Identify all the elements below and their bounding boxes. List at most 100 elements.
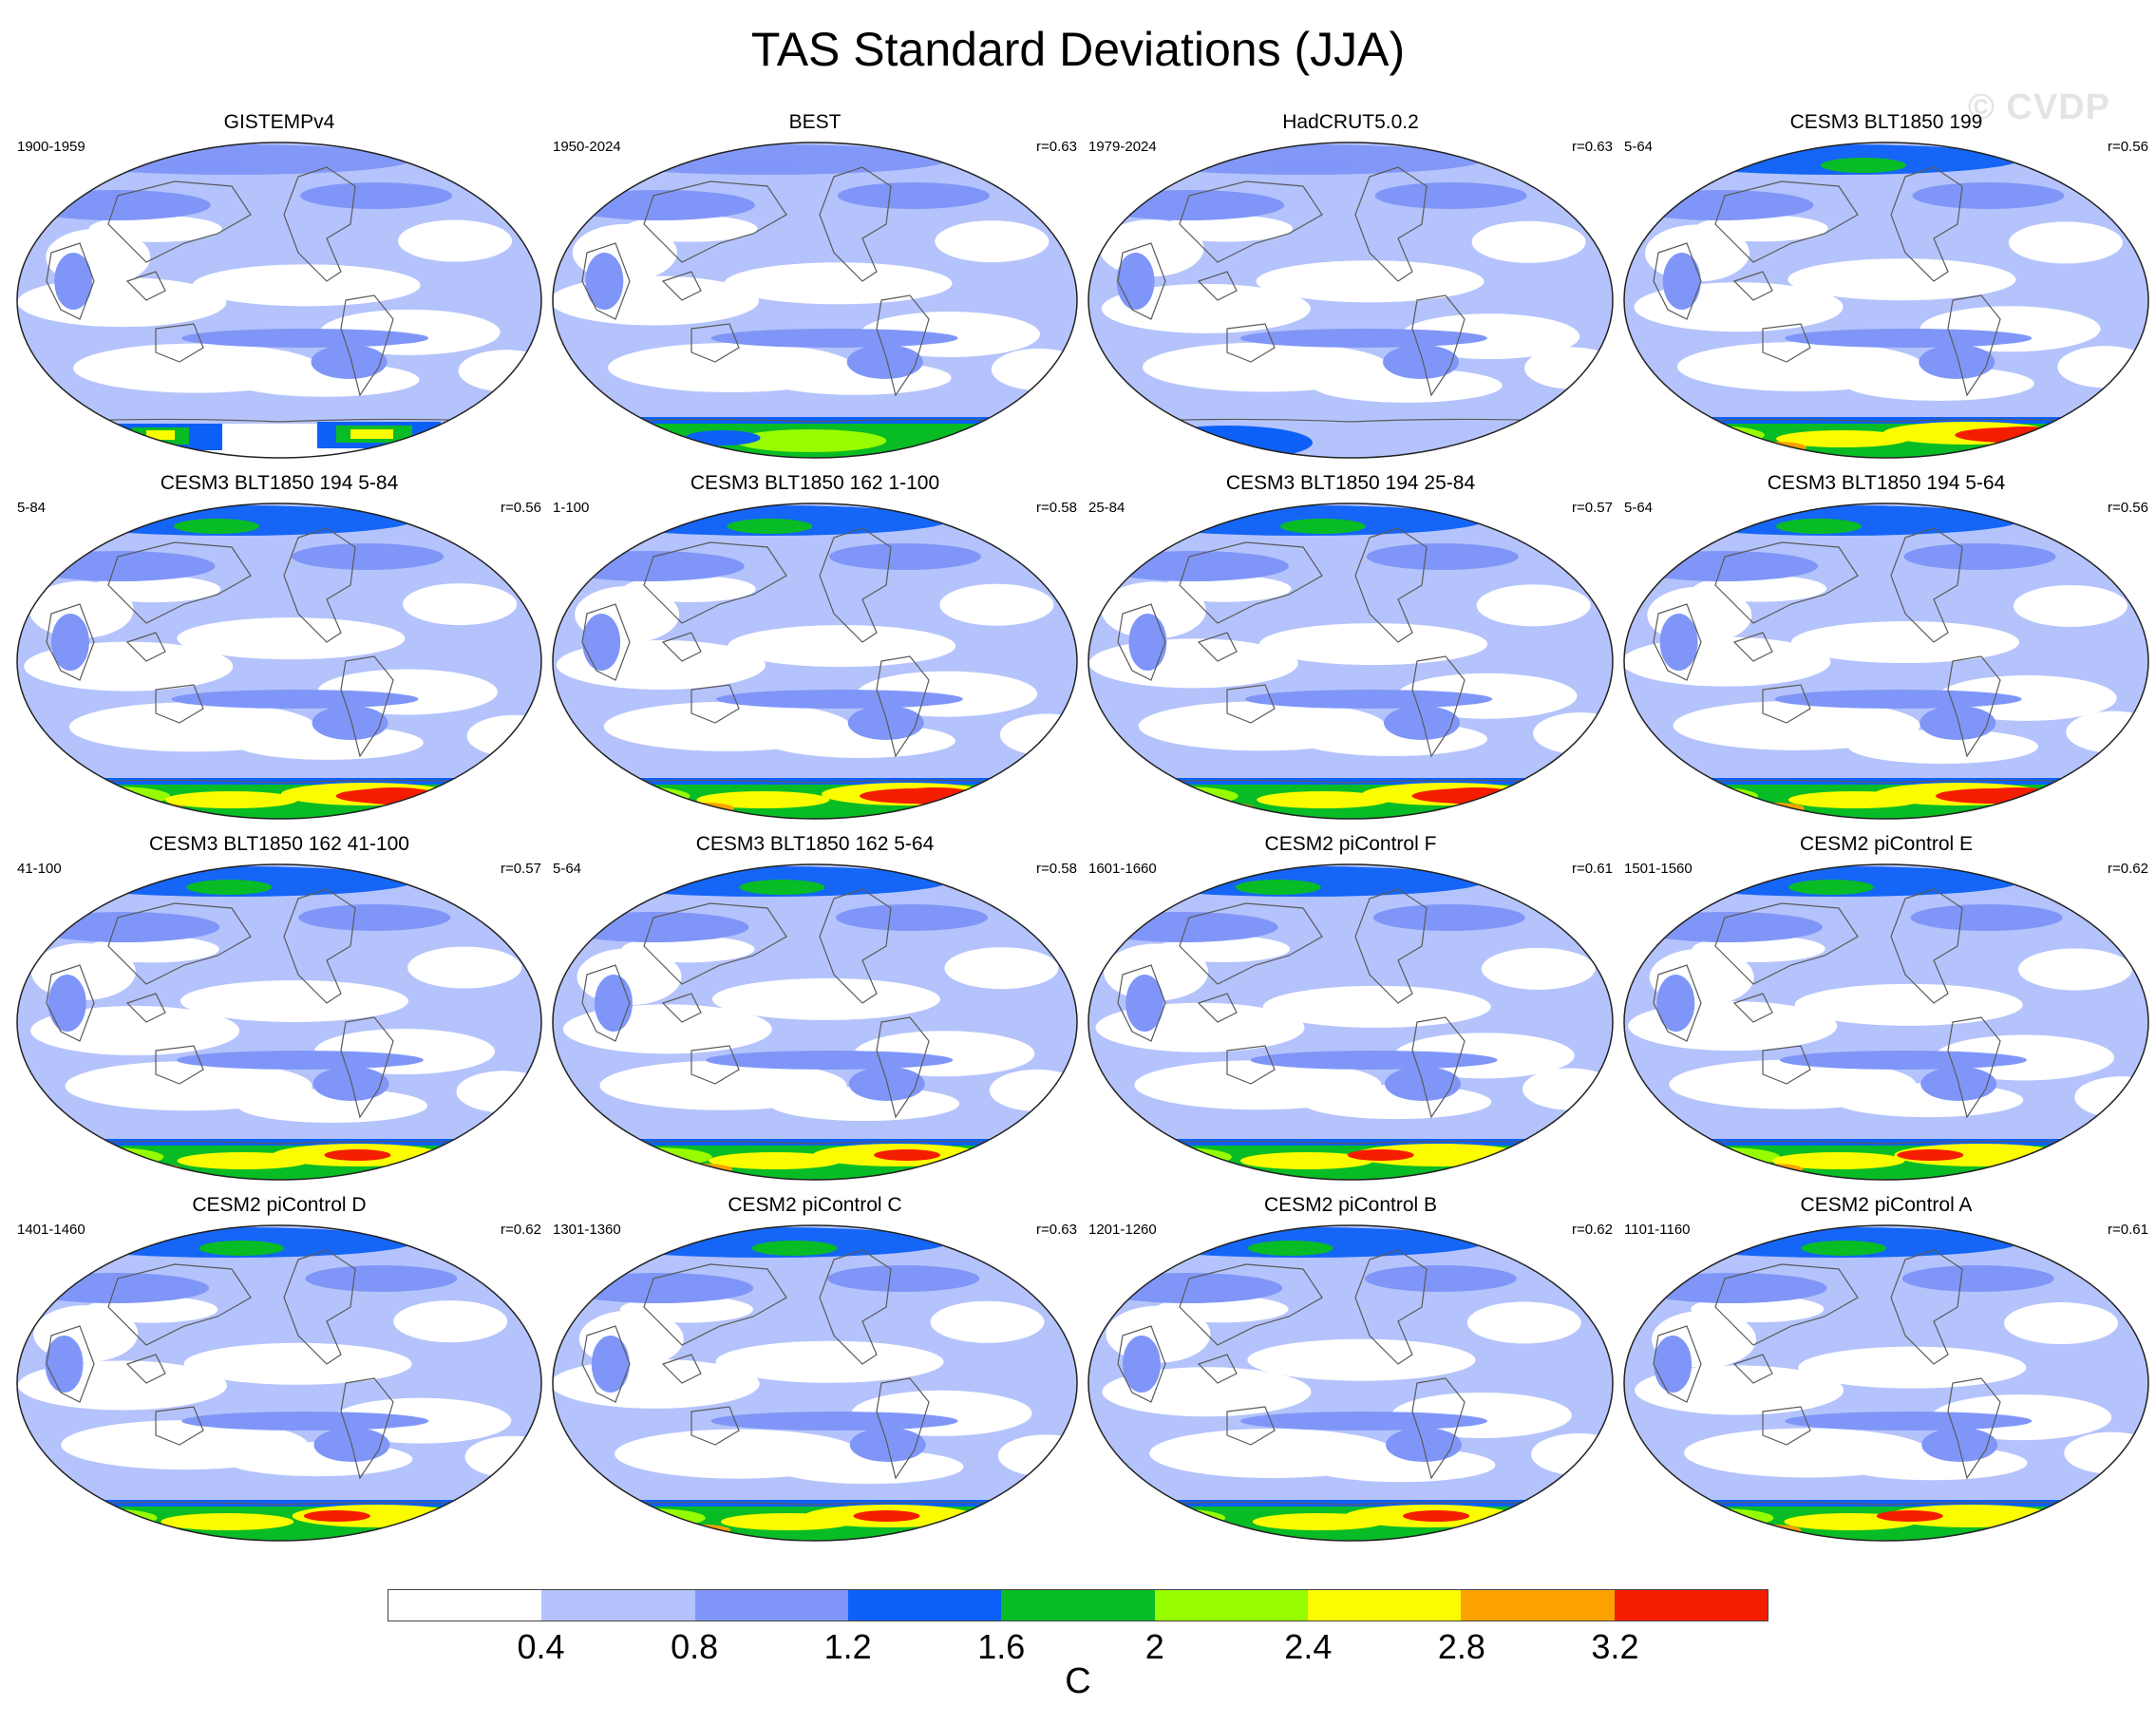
map-panel: CESM3 BLT1850 199 5-64 r=0.56 — [1620, 110, 2152, 462]
map-panel: CESM2 piControl F 1601-1660 r=0.61 — [1085, 832, 1617, 1184]
colorbar-cell — [1614, 1590, 1768, 1621]
panel-pattern-correlation: r=0.62 — [1572, 1222, 1613, 1238]
panel-title: CESM2 piControl C — [728, 1194, 902, 1216]
colorbar-cell — [388, 1590, 542, 1621]
panel-pattern-correlation: r=0.62 — [501, 1222, 541, 1238]
panel-year-range: 25-84 — [1088, 500, 1125, 516]
panel-year-range: 1301-1360 — [553, 1222, 621, 1238]
map-panel: CESM2 piControl B 1201-1260 r=0.62 — [1085, 1193, 1617, 1545]
panel-year-range: 1501-1560 — [1624, 861, 1693, 877]
panel-pattern-correlation: r=0.56 — [2108, 139, 2148, 155]
map-panel: CESM2 piControl C 1301-1360 r=0.63 — [549, 1193, 1081, 1545]
panel-title: CESM2 piControl B — [1263, 1194, 1438, 1216]
colorbar-cell — [541, 1590, 695, 1621]
map-panel: CESM3 BLT1850 162 5-64 5-64 r=0.58 — [549, 832, 1081, 1184]
colorbar-tick-label: 0.8 — [671, 1627, 719, 1666]
world-map — [13, 139, 545, 462]
panel-title: GISTEMPv4 — [223, 111, 335, 133]
world-map — [1085, 861, 1617, 1184]
panel-pattern-correlation: r=0.58 — [1036, 861, 1077, 877]
map-panel: CESM3 BLT1850 194 5-64 5-64 r=0.56 — [1620, 471, 2152, 823]
colorbar-tick-label: 2 — [1144, 1627, 1164, 1666]
map-panel: HadCRUT5.0.2 1979-2024 r=0.63 — [1085, 110, 1617, 462]
panel-pattern-correlation: r=0.63 — [1036, 1222, 1077, 1238]
world-map — [1620, 861, 2152, 1184]
panel-year-range: 1900-1959 — [17, 139, 85, 155]
watermark-logo: © CVDP — [1967, 87, 2110, 127]
world-map — [1085, 500, 1617, 823]
panel-title: CESM2 piControl D — [192, 1194, 367, 1216]
map-panel: CESM3 BLT1850 194 25-84 25-84 r=0.57 — [1085, 471, 1617, 823]
world-map — [549, 500, 1081, 823]
world-map — [1620, 1222, 2152, 1545]
map-panel: BEST 1950-2024 r=0.63 — [549, 110, 1081, 462]
panel-year-range: 5-64 — [1624, 139, 1654, 155]
world-map — [13, 1222, 545, 1545]
panel-year-range: 5-84 — [17, 500, 47, 516]
panel-year-range: 1601-1660 — [1088, 861, 1157, 877]
world-map — [549, 861, 1081, 1184]
colorbar-tick-label: 0.4 — [517, 1627, 565, 1666]
panel-title: HadCRUT5.0.2 — [1282, 111, 1419, 133]
colorbar-cell — [694, 1590, 848, 1621]
panel-year-range: 1101-1160 — [1624, 1222, 1691, 1238]
world-map — [1620, 500, 2152, 823]
world-map — [549, 1222, 1081, 1545]
colorbar-cell — [1001, 1590, 1155, 1621]
world-map — [1085, 139, 1617, 462]
panel-pattern-correlation: r=0.63 — [1572, 139, 1613, 155]
colorbar-tick-label: 1.6 — [977, 1627, 1026, 1666]
colorbar-cell — [1154, 1590, 1308, 1621]
panel-title: CESM3 BLT1850 194 5-84 — [160, 472, 399, 494]
panel-pattern-correlation: r=0.58 — [1036, 500, 1077, 516]
panel-pattern-correlation: r=0.61 — [1572, 861, 1613, 877]
panel-year-range: 1979-2024 — [1088, 139, 1157, 155]
panel-title: CESM2 piControl E — [1799, 833, 1974, 855]
panel-title: CESM3 BLT1850 194 5-64 — [1767, 472, 2006, 494]
colorbar-cell — [1461, 1590, 1615, 1621]
colorbar-tick-label: 1.2 — [823, 1627, 872, 1666]
world-map — [13, 861, 545, 1184]
colorbar-unit-label: C — [1065, 1661, 1091, 1701]
panel-title: CESM3 BLT1850 162 5-64 — [695, 833, 935, 855]
world-map — [1085, 1222, 1617, 1545]
figure-title: TAS Standard Deviations (JJA) — [750, 23, 1406, 76]
panel-year-range: 1950-2024 — [553, 139, 621, 155]
panel-year-range: 1201-1260 — [1088, 1222, 1157, 1238]
panel-pattern-correlation: r=0.57 — [501, 861, 541, 877]
panel-title: CESM2 piControl A — [1800, 1194, 1973, 1216]
panel-pattern-correlation: r=0.57 — [1572, 500, 1613, 516]
map-panel: CESM2 piControl A 1101-1160 r=0.61 — [1620, 1193, 2152, 1545]
panel-year-range: 1401-1460 — [17, 1222, 85, 1238]
panel-year-range: 5-64 — [553, 861, 582, 877]
panel-pattern-correlation: r=0.61 — [2108, 1222, 2148, 1238]
panel-title: CESM3 BLT1850 194 25-84 — [1225, 472, 1476, 494]
map-panel: CESM2 piControl D 1401-1460 r=0.62 — [13, 1193, 545, 1545]
panel-pattern-correlation: r=0.56 — [2108, 500, 2148, 516]
colorbar-cell — [1307, 1590, 1462, 1621]
map-panel: CESM3 BLT1850 162 41-100 41-100 r=0.57 — [13, 832, 545, 1184]
panel-year-range: 1-100 — [553, 500, 590, 516]
world-map — [1620, 139, 2152, 462]
colorbar-tick-label: 2.4 — [1284, 1627, 1333, 1666]
world-map — [13, 500, 545, 823]
panel-title: CESM3 BLT1850 162 41-100 — [149, 833, 409, 855]
panel-title: CESM2 piControl F — [1264, 833, 1437, 855]
panel-year-range: 41-100 — [17, 861, 62, 877]
world-map — [549, 139, 1081, 462]
panel-year-range: 5-64 — [1624, 500, 1654, 516]
panel-title: CESM3 BLT1850 162 1-100 — [690, 472, 940, 494]
map-panel: GISTEMPv4 1900-1959 — [13, 110, 545, 462]
panel-pattern-correlation: r=0.56 — [501, 500, 541, 516]
colorbar-tick-label: 3.2 — [1591, 1627, 1639, 1666]
map-panel: CESM3 BLT1850 162 1-100 1-100 r=0.58 — [549, 471, 1081, 823]
colorbar-tick-label: 2.8 — [1437, 1627, 1485, 1666]
panel-pattern-correlation: r=0.62 — [2108, 861, 2148, 877]
map-panel: CESM2 piControl E 1501-1560 r=0.62 — [1620, 832, 2152, 1184]
map-panel: CESM3 BLT1850 194 5-84 5-84 r=0.56 — [13, 471, 545, 823]
panel-title: BEST — [788, 111, 842, 133]
colorbar-cell — [847, 1590, 1002, 1621]
panel-pattern-correlation: r=0.63 — [1036, 139, 1077, 155]
panel-title: CESM3 BLT1850 199 — [1789, 111, 1983, 133]
colorbar — [388, 1589, 1768, 1621]
